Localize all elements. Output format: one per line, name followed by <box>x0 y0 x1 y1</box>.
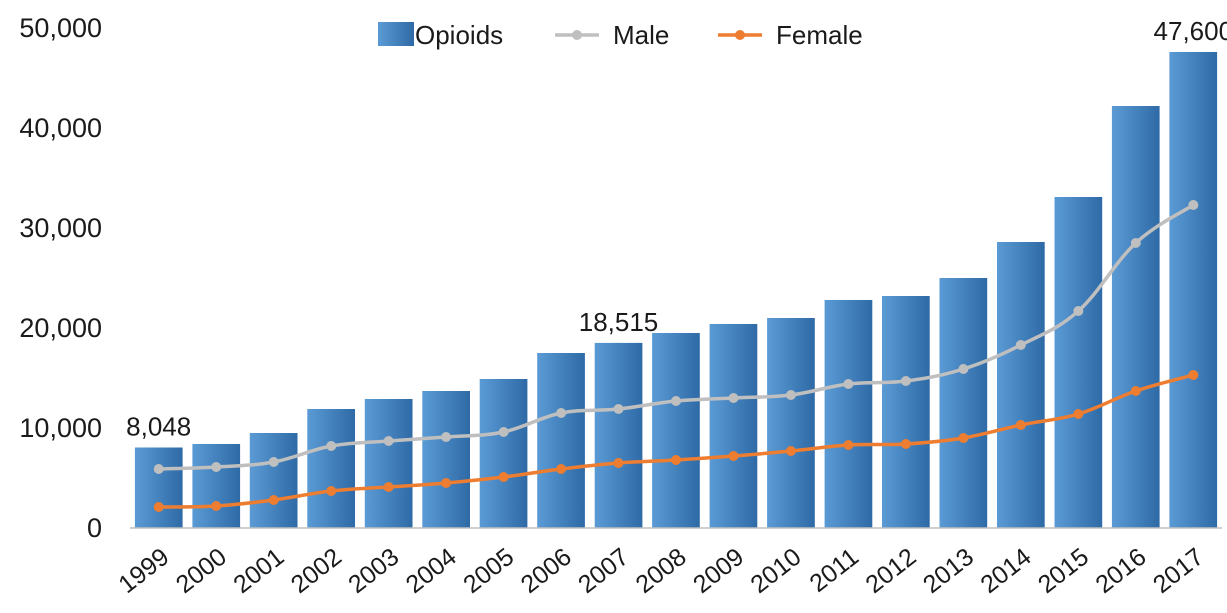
lines-layer <box>153 200 1199 512</box>
male-point-2001 <box>268 457 279 467</box>
female-point-2017 <box>1188 370 1199 380</box>
male-point-2010 <box>785 390 796 400</box>
female-point-2001 <box>268 495 279 505</box>
x-tick-label: 2005 <box>458 543 519 599</box>
female-point-2002 <box>326 486 337 496</box>
x-tick-label: 2006 <box>516 543 577 599</box>
x-tick-label: 2004 <box>401 543 462 599</box>
female-point-2014 <box>1015 420 1026 430</box>
x-tick-label: 2012 <box>861 543 922 599</box>
female-point-2003 <box>383 482 394 492</box>
male-point-2004 <box>441 432 452 442</box>
female-point-2006 <box>556 464 567 474</box>
male-point-2007 <box>613 404 624 414</box>
x-tick-label: 2001 <box>228 543 289 599</box>
y-tick-label: 30,000 <box>19 213 102 243</box>
female-point-2010 <box>785 446 796 456</box>
male-point-1999 <box>153 464 164 474</box>
bar-2000 <box>192 444 241 528</box>
x-tick-label: 2016 <box>1090 543 1151 599</box>
bar-2005 <box>479 379 528 528</box>
data-label-2017: 47,600 <box>1154 16 1227 46</box>
male-point-2002 <box>326 441 337 451</box>
male-point-2012 <box>900 376 911 386</box>
x-tick-label: 2014 <box>975 543 1036 599</box>
female-point-2015 <box>1073 409 1084 419</box>
bar-2006 <box>537 353 585 528</box>
male-point-2013 <box>958 364 969 374</box>
data-label-2007: 18,515 <box>579 307 659 337</box>
female-point-2004 <box>441 478 452 488</box>
male-point-2000 <box>211 462 222 472</box>
bar-2015 <box>1054 197 1103 528</box>
bar-2016 <box>1111 106 1160 528</box>
x-tick-label: 2010 <box>746 543 807 599</box>
female-point-1999 <box>153 502 164 512</box>
x-tick-label: 2007 <box>573 543 634 599</box>
female-point-2008 <box>671 455 681 465</box>
legend-marker-female <box>735 30 745 40</box>
legend-label-opioids: Opioids <box>415 20 503 50</box>
bar-2001 <box>249 433 298 528</box>
legend-label-male: Male <box>613 20 669 50</box>
y-tick-label: 10,000 <box>19 413 102 443</box>
male-point-2008 <box>671 396 681 406</box>
x-tick-label: 1999 <box>113 543 174 599</box>
legend: Opioids Male Female <box>378 20 863 50</box>
female-point-2012 <box>900 439 911 449</box>
legend-marker-male <box>572 30 582 40</box>
x-tick-label: 2009 <box>688 543 749 599</box>
y-tick-label: 40,000 <box>19 113 102 143</box>
x-tick-label: 2002 <box>286 543 347 599</box>
bar-2011 <box>824 300 873 528</box>
y-tick-label: 0 <box>87 513 102 543</box>
male-point-2009 <box>728 393 739 403</box>
bar-2004 <box>422 391 470 528</box>
male-point-2011 <box>843 379 854 389</box>
labels-layer: 8,048 18,515 47,600 <box>126 16 1227 442</box>
bar-2003 <box>364 399 413 528</box>
bars-layer <box>134 52 1218 528</box>
legend-label-female: Female <box>776 20 863 50</box>
x-tick-label: 2011 <box>804 543 864 598</box>
x-tick-label: 2017 <box>1148 543 1209 599</box>
male-point-2003 <box>383 436 394 446</box>
bar-2007 <box>594 342 643 528</box>
female-point-2005 <box>498 472 509 482</box>
female-point-2013 <box>958 433 969 443</box>
male-point-2017 <box>1188 200 1199 210</box>
y-tick-label: 50,000 <box>19 13 102 43</box>
bar-1999 <box>134 447 183 528</box>
female-point-2007 <box>613 458 624 468</box>
female-point-2011 <box>843 440 854 450</box>
bar-2017 <box>1169 52 1218 528</box>
legend-swatch-opioids <box>378 22 414 46</box>
data-label-1999: 8,048 <box>126 412 191 442</box>
female-point-2000 <box>211 501 222 511</box>
female-point-2016 <box>1130 386 1141 396</box>
bar-2009 <box>709 324 758 528</box>
male-point-2014 <box>1015 340 1026 350</box>
x-tick-label: 2013 <box>918 543 979 599</box>
y-tick-label: 20,000 <box>19 313 102 343</box>
bar-2008 <box>652 333 700 528</box>
x-tick-label: 2003 <box>343 543 404 599</box>
male-point-2006 <box>556 408 567 418</box>
male-point-2005 <box>498 427 509 437</box>
bar-2002 <box>307 409 355 528</box>
x-tick-label: 2008 <box>631 543 692 599</box>
x-tick-label: 2015 <box>1033 543 1094 599</box>
bar-2012 <box>882 296 930 528</box>
female-point-2009 <box>728 451 739 461</box>
male-point-2015 <box>1073 306 1084 316</box>
bar-2013 <box>939 278 988 528</box>
x-tick-label: 2000 <box>171 543 232 599</box>
bar-2014 <box>997 242 1045 528</box>
bar-2010 <box>767 318 815 528</box>
male-point-2016 <box>1130 238 1141 248</box>
